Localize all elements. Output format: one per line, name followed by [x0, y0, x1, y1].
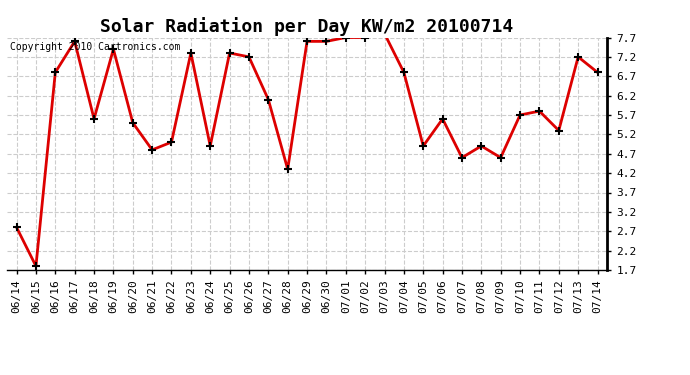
Title: Solar Radiation per Day KW/m2 20100714: Solar Radiation per Day KW/m2 20100714: [101, 17, 513, 36]
Text: Copyright 2010 Cartronics.com: Copyright 2010 Cartronics.com: [10, 42, 180, 52]
